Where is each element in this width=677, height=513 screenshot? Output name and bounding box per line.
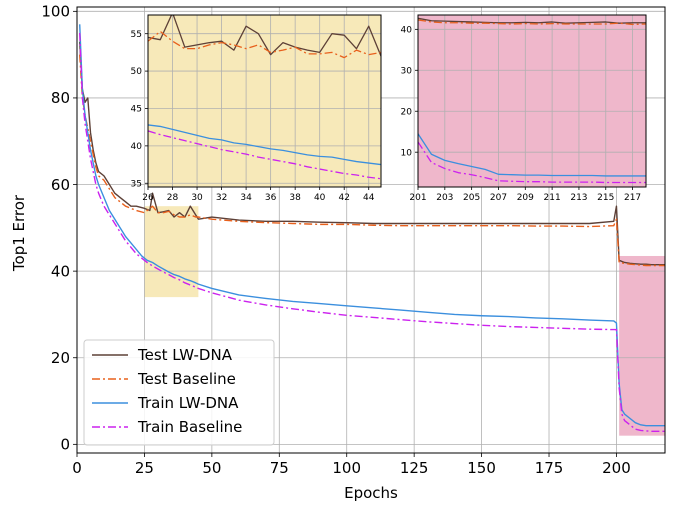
highlight-region-1 <box>619 255 665 436</box>
y-tick-label-80: 80 <box>51 89 70 107</box>
x-axis-label: Epochs <box>344 484 398 502</box>
series-line-train-baseline <box>418 141 646 184</box>
y-axis-label: Top1 Error <box>10 194 28 272</box>
x-tick-label-28: 28 <box>167 193 179 203</box>
x-tick-label-150: 150 <box>467 459 496 477</box>
x-tick-label-213: 213 <box>570 193 587 203</box>
x-tick-label-26: 26 <box>142 193 154 203</box>
inset-zoom-early-epochs: 26 28 30 32 34 36 38 40 42 44 35 40 45 50 55 <box>131 14 382 203</box>
x-tick-label-40: 40 <box>314 193 326 203</box>
x-tick-label-100: 100 <box>332 459 361 477</box>
legend-label-test-baseline: Test Baseline <box>137 370 236 388</box>
x-tick-label-75: 75 <box>270 459 289 477</box>
legend: Test LW-DNA Test Baseline Train LW-DNA Trai… <box>83 339 275 446</box>
inset-b-background <box>418 15 646 187</box>
y-tick-label-40: 40 <box>401 25 413 35</box>
series-line-train-baseline <box>79 32 665 433</box>
x-tick-label-200: 200 <box>602 459 631 477</box>
y-tick-label-55: 55 <box>131 30 142 40</box>
series-line-test-lw-dna <box>418 17 646 24</box>
legend-label-train-baseline: Train Baseline <box>137 418 242 436</box>
x-tick-label-50: 50 <box>202 459 221 477</box>
y-tick-label-100: 100 <box>41 3 70 21</box>
y-tick-label-35: 35 <box>131 179 142 189</box>
x-tick-label-211: 211 <box>544 193 561 203</box>
y-tick-label-20: 20 <box>401 107 413 117</box>
legend-box <box>83 339 275 446</box>
y-tick-label-0: 0 <box>60 436 70 454</box>
x-tick-label-201: 201 <box>409 193 426 203</box>
x-tick-label-125: 125 <box>400 459 429 477</box>
y-tick-label-10: 10 <box>401 148 413 158</box>
y-tick-label-20: 20 <box>51 349 70 367</box>
x-tick-label-175: 175 <box>535 459 564 477</box>
y-tick-label-50: 50 <box>131 67 143 77</box>
x-tick-label-0: 0 <box>72 459 82 477</box>
inset-b-frame <box>417 14 647 188</box>
x-tick-label-32: 32 <box>216 193 227 203</box>
series-line-train-lw-dna <box>418 133 646 177</box>
series-line-train-baseline <box>148 130 381 180</box>
y-tick-label-45: 45 <box>131 105 142 115</box>
y-tick-label-60: 60 <box>51 176 70 194</box>
x-tick-label-30: 30 <box>191 193 203 203</box>
x-tick-label-209: 209 <box>517 193 534 203</box>
x-tick-label-38: 38 <box>289 193 301 203</box>
x-tick-label-215: 215 <box>597 193 614 203</box>
x-tick-label-205: 205 <box>463 193 480 203</box>
x-tick-label-44: 44 <box>363 193 375 203</box>
x-tick-label-34: 34 <box>240 193 252 203</box>
legend-label-test-lw-dna: Test LW-DNA <box>137 346 233 364</box>
series-line-test-lw-dna <box>148 15 381 57</box>
inset-zoom-late-epochs: 201 203 205 207 209 211 213 215 217 10 20 30 40 <box>401 14 647 203</box>
x-tick-label-217: 217 <box>624 193 641 203</box>
y-tick-label-40: 40 <box>131 142 143 152</box>
y-tick-label-30: 30 <box>401 66 413 76</box>
x-tick-label-203: 203 <box>436 193 453 203</box>
x-tick-label-36: 36 <box>265 193 277 203</box>
x-tick-label-25: 25 <box>135 459 154 477</box>
x-tick-label-42: 42 <box>338 193 349 203</box>
series-line-test-baseline <box>79 54 665 267</box>
series-line-train-lw-dna <box>148 124 381 166</box>
y-tick-label-40: 40 <box>51 262 70 280</box>
legend-label-train-lw-dna: Train LW-DNA <box>137 394 239 412</box>
main-frame <box>76 6 666 454</box>
x-tick-label-207: 207 <box>490 193 507 203</box>
inset-a-frame <box>147 14 382 188</box>
highlight-region-0 <box>144 206 199 298</box>
series-line-test-baseline <box>148 30 381 59</box>
series-line-test-baseline <box>418 19 646 26</box>
